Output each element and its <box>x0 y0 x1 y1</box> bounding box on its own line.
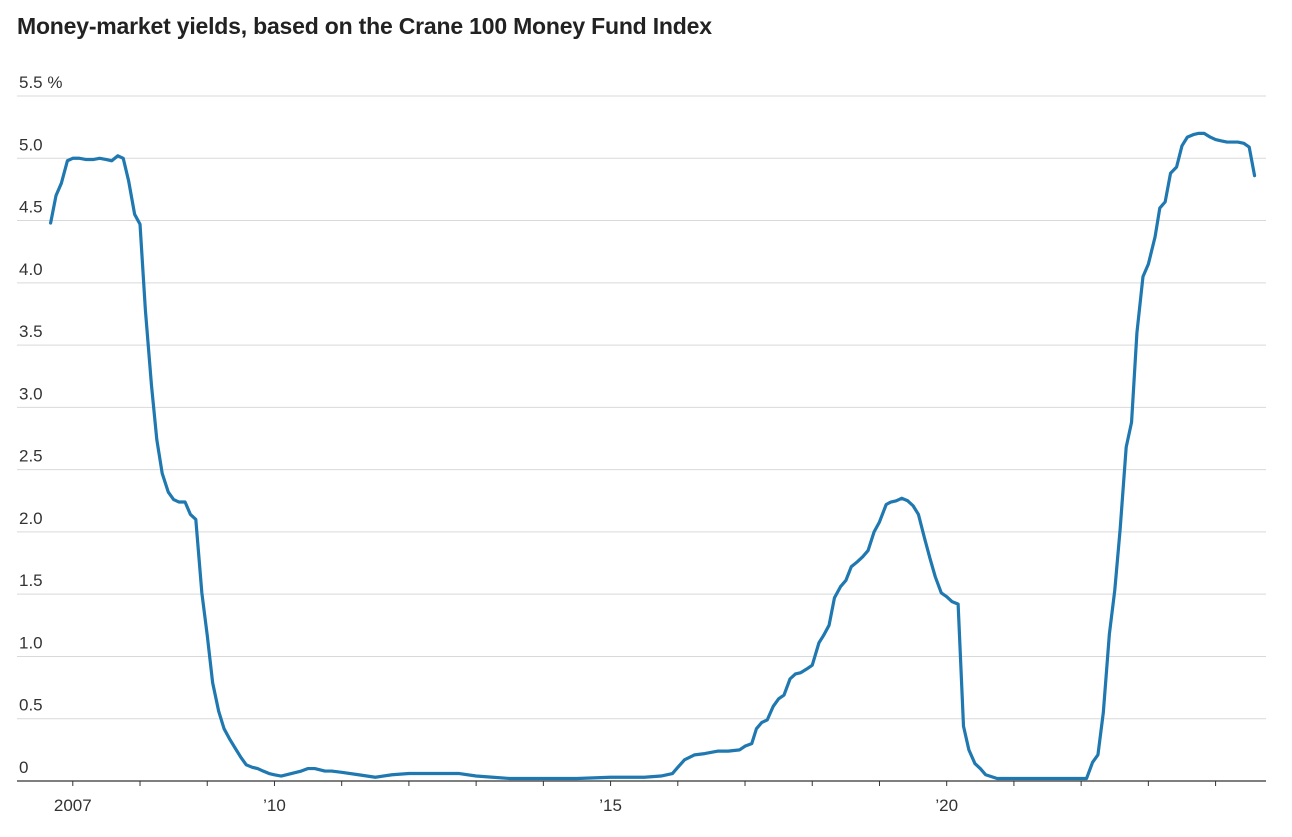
y-axis-tick-labels: 0 0.5 1.0 1.5 2.0 2.5 3.0 3.5 4.0 4.5 5.0 5.5 % <box>19 73 62 777</box>
series-line-group <box>49 131 1257 781</box>
y-tick-label: 2.0 <box>19 509 43 528</box>
x-axis: 2007 ’10 ’15 ’20 <box>17 780 1266 815</box>
y-tick-label: 2.5 <box>19 447 43 466</box>
y-tick-label: 3.5 <box>19 322 43 341</box>
chart-title: Money-market yields, based on the Crane … <box>17 13 712 39</box>
y-tick-label: 4.5 <box>19 198 43 217</box>
y-tick-label: 3.0 <box>19 384 43 403</box>
y-tick-label: 5.5 % <box>19 73 62 92</box>
y-tick-label: 1.0 <box>19 633 43 652</box>
x-tick-label: ’10 <box>263 796 286 815</box>
series-line <box>49 131 1257 781</box>
x-tick-label: ’15 <box>599 796 622 815</box>
y-tick-label: 5.0 <box>19 135 43 154</box>
x-tick-label: 2007 <box>54 796 92 815</box>
y-tick-label: 0.5 <box>19 696 43 715</box>
y-tick-label: 0 <box>19 758 28 777</box>
x-tick-label: ’20 <box>935 796 958 815</box>
y-tick-label: 4.0 <box>19 260 43 279</box>
gridlines <box>17 95 1266 720</box>
y-tick-label: 1.5 <box>19 571 43 590</box>
